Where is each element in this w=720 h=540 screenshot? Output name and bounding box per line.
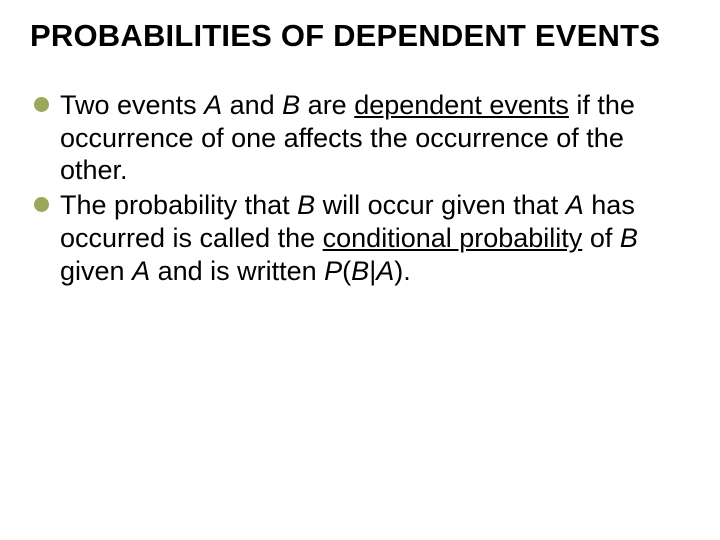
var-a: A xyxy=(566,190,584,220)
notation-a: A xyxy=(376,256,394,286)
text: of xyxy=(582,223,620,253)
term-conditional-probability: conditional probability xyxy=(323,223,583,253)
bullet-list: Two events A and B are dependent events … xyxy=(30,89,680,289)
var-b: B xyxy=(620,223,638,253)
text: given xyxy=(60,256,132,286)
slide: PROBABILITIES OF DEPENDENT EVENTS Two ev… xyxy=(0,0,720,540)
var-a: A xyxy=(132,256,150,286)
slide-title: PROBABILITIES OF DEPENDENT EVENTS xyxy=(30,18,680,55)
list-item: Two events A and B are dependent events … xyxy=(32,89,680,188)
list-item: The probability that B will occur given … xyxy=(32,189,680,288)
term-dependent-events: dependent events xyxy=(354,90,569,120)
var-a: A xyxy=(204,90,222,120)
text: and is written xyxy=(150,256,324,286)
notation-b: B xyxy=(351,256,369,286)
notation-p: P xyxy=(324,256,342,286)
text: are xyxy=(300,90,354,120)
text: will occur given that xyxy=(315,190,566,220)
var-b: B xyxy=(282,90,300,120)
text: The probability that xyxy=(60,190,297,220)
notation-close-paren: ). xyxy=(394,256,411,286)
text: and xyxy=(222,90,282,120)
notation-open-paren: ( xyxy=(342,256,351,286)
var-b: B xyxy=(297,190,315,220)
text: Two events xyxy=(60,90,204,120)
